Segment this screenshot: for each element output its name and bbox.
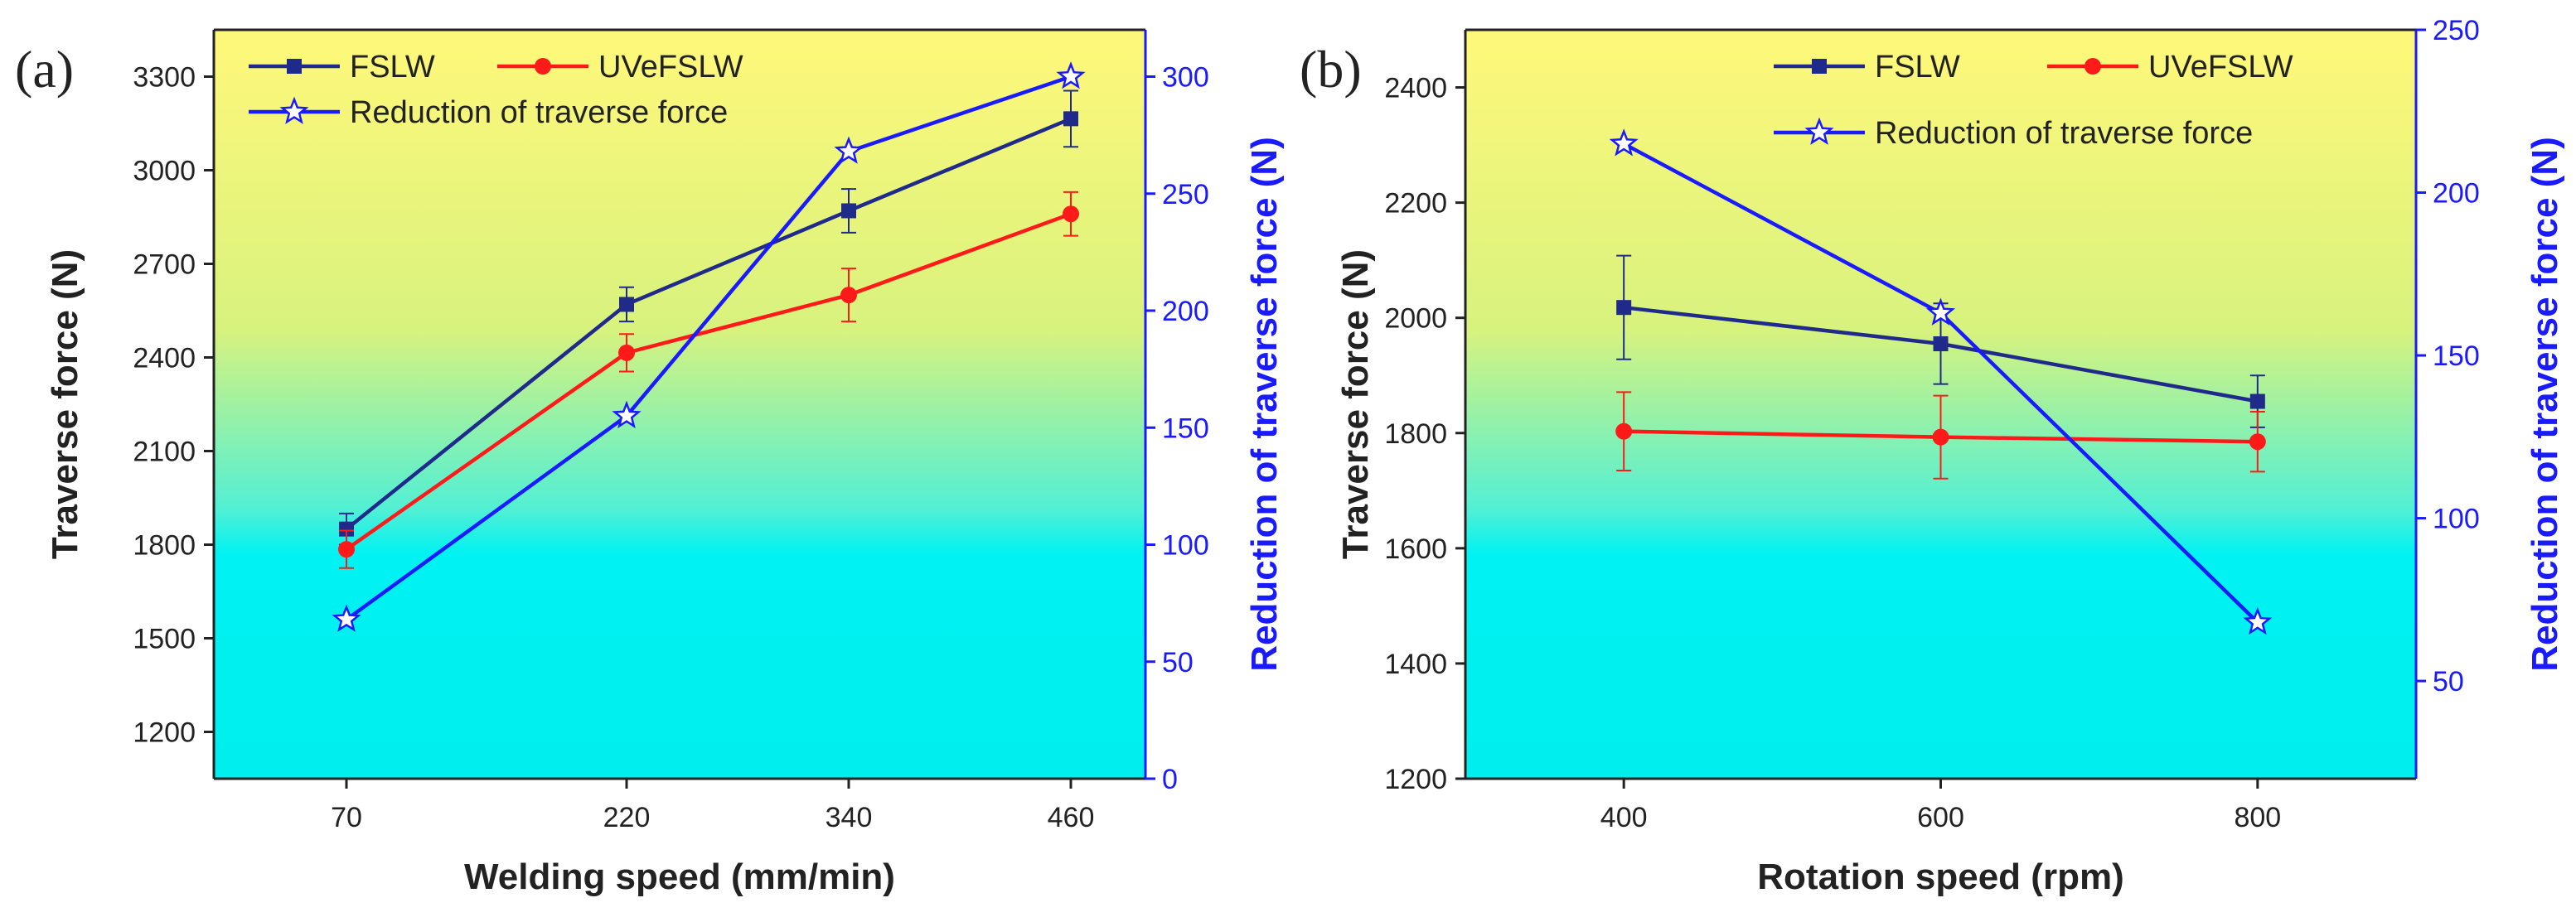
y-tick-label: 2400 xyxy=(133,343,196,374)
y-tick-label: 1200 xyxy=(1384,764,1447,795)
data-point xyxy=(1615,422,1633,440)
y-right-tick-label: 50 xyxy=(2433,666,2464,698)
data-point xyxy=(332,604,361,632)
series-reduction-of-traverse-force xyxy=(1609,128,2273,635)
data-point xyxy=(1932,428,1949,446)
y-right-tick-label: 150 xyxy=(2433,340,2480,372)
series-uvefslw xyxy=(1615,391,2266,480)
y-tick-label: 2100 xyxy=(133,437,196,468)
legend-marker xyxy=(1812,59,1827,74)
data-point xyxy=(1933,335,1949,351)
y-tick-label: 1800 xyxy=(1384,418,1447,450)
x-axis-title: Rotation speed (rpm) xyxy=(1757,857,2123,897)
data-point xyxy=(1063,111,1078,127)
data-point xyxy=(1063,205,1079,223)
data-point xyxy=(1925,297,1956,326)
legend-label: FSLW xyxy=(1875,50,1960,84)
legend-marker xyxy=(279,96,309,124)
x-axis-title: Welding speed (mm/min) xyxy=(464,857,895,897)
data-point xyxy=(1056,61,1086,89)
series-line xyxy=(345,75,1072,621)
chart-panel-a: 1200 1500 1800 2100 2400 2700 3000 3300 0 50 100 15… xyxy=(15,28,1285,897)
series-line xyxy=(345,212,1072,551)
data-point xyxy=(1616,300,1632,316)
y-right-tick-label: 100 xyxy=(1162,530,1209,562)
y-right-tick-label: 250 xyxy=(2433,15,2480,46)
legend-marker xyxy=(535,58,551,75)
x-tick-label: 400 xyxy=(1600,802,1648,833)
plot-area xyxy=(214,30,1145,779)
y-axis-title: Traverse force (N) xyxy=(1335,249,1376,559)
legend-label: FSLW xyxy=(350,50,435,84)
panel-label: (b) xyxy=(1300,40,1362,99)
chart-panel-b: 1200 1400 1600 1800 2000 2200 2400 50 100 150 200 2… xyxy=(1300,15,2565,897)
data-point xyxy=(338,541,355,558)
series-fslw xyxy=(1616,254,2265,428)
y-tick-label: 1800 xyxy=(133,530,196,562)
data-point xyxy=(834,136,864,164)
data-point xyxy=(1609,128,1639,157)
y-tick-label: 1500 xyxy=(133,624,196,655)
legend-label: Reduction of traverse force xyxy=(350,95,728,130)
legend-marker xyxy=(1804,117,1834,145)
y-right-axis-title: Reduction of traverse force (N) xyxy=(1244,137,1285,671)
legend-label: UVeFSLW xyxy=(2148,50,2293,84)
x-tick-label: 600 xyxy=(1917,802,1964,833)
series-fslw xyxy=(339,89,1078,546)
y-right-tick-label: 0 xyxy=(1162,764,1178,795)
y-right-tick-label: 200 xyxy=(2433,178,2480,210)
legend-label: UVeFSLW xyxy=(598,50,743,84)
y-tick-label: 2400 xyxy=(1384,73,1447,104)
legend-marker xyxy=(287,59,302,74)
x-tick-label: 460 xyxy=(1048,802,1095,833)
y-tick-label: 2000 xyxy=(1384,303,1447,335)
x-tick-label: 70 xyxy=(331,802,362,833)
y-tick-label: 1600 xyxy=(1384,533,1447,565)
data-point xyxy=(2249,433,2266,451)
data-point xyxy=(612,400,642,429)
data-point xyxy=(339,521,354,537)
y-right-tick-label: 150 xyxy=(1162,413,1209,444)
y-tick-label: 2200 xyxy=(1384,188,1447,220)
y-right-tick-label: 100 xyxy=(2433,504,2480,535)
x-tick-label: 220 xyxy=(603,802,651,833)
x-tick-label: 800 xyxy=(2234,802,2281,833)
y-right-tick-label: 250 xyxy=(1162,179,1209,210)
y-right-tick-label: 50 xyxy=(1162,647,1194,678)
data-point xyxy=(619,297,634,312)
y-right-axis-title: Reduction of traverse force (N) xyxy=(2525,137,2565,671)
y-axis-title: Traverse force (N) xyxy=(45,249,85,559)
y-tick-label: 3300 xyxy=(133,62,196,94)
data-point xyxy=(841,203,856,219)
data-point xyxy=(2243,606,2273,635)
y-tick-label: 1400 xyxy=(1384,649,1447,680)
data-point xyxy=(618,344,635,361)
legend-marker xyxy=(2085,58,2101,75)
series-reduction-of-traverse-force xyxy=(332,61,1086,632)
series-uvefslw xyxy=(338,191,1079,569)
y-right-tick-label: 300 xyxy=(1162,62,1209,94)
y-tick-label: 2700 xyxy=(133,249,196,281)
data-point xyxy=(2249,393,2265,409)
y-right-tick-label: 200 xyxy=(1162,296,1209,327)
panel-label: (a) xyxy=(15,40,74,99)
x-tick-label: 340 xyxy=(826,802,873,833)
data-point xyxy=(840,287,857,304)
y-tick-label: 3000 xyxy=(133,156,196,187)
series-line xyxy=(345,117,1072,531)
y-tick-label: 1200 xyxy=(133,717,196,749)
legend-label: Reduction of traverse force xyxy=(1875,116,2253,151)
